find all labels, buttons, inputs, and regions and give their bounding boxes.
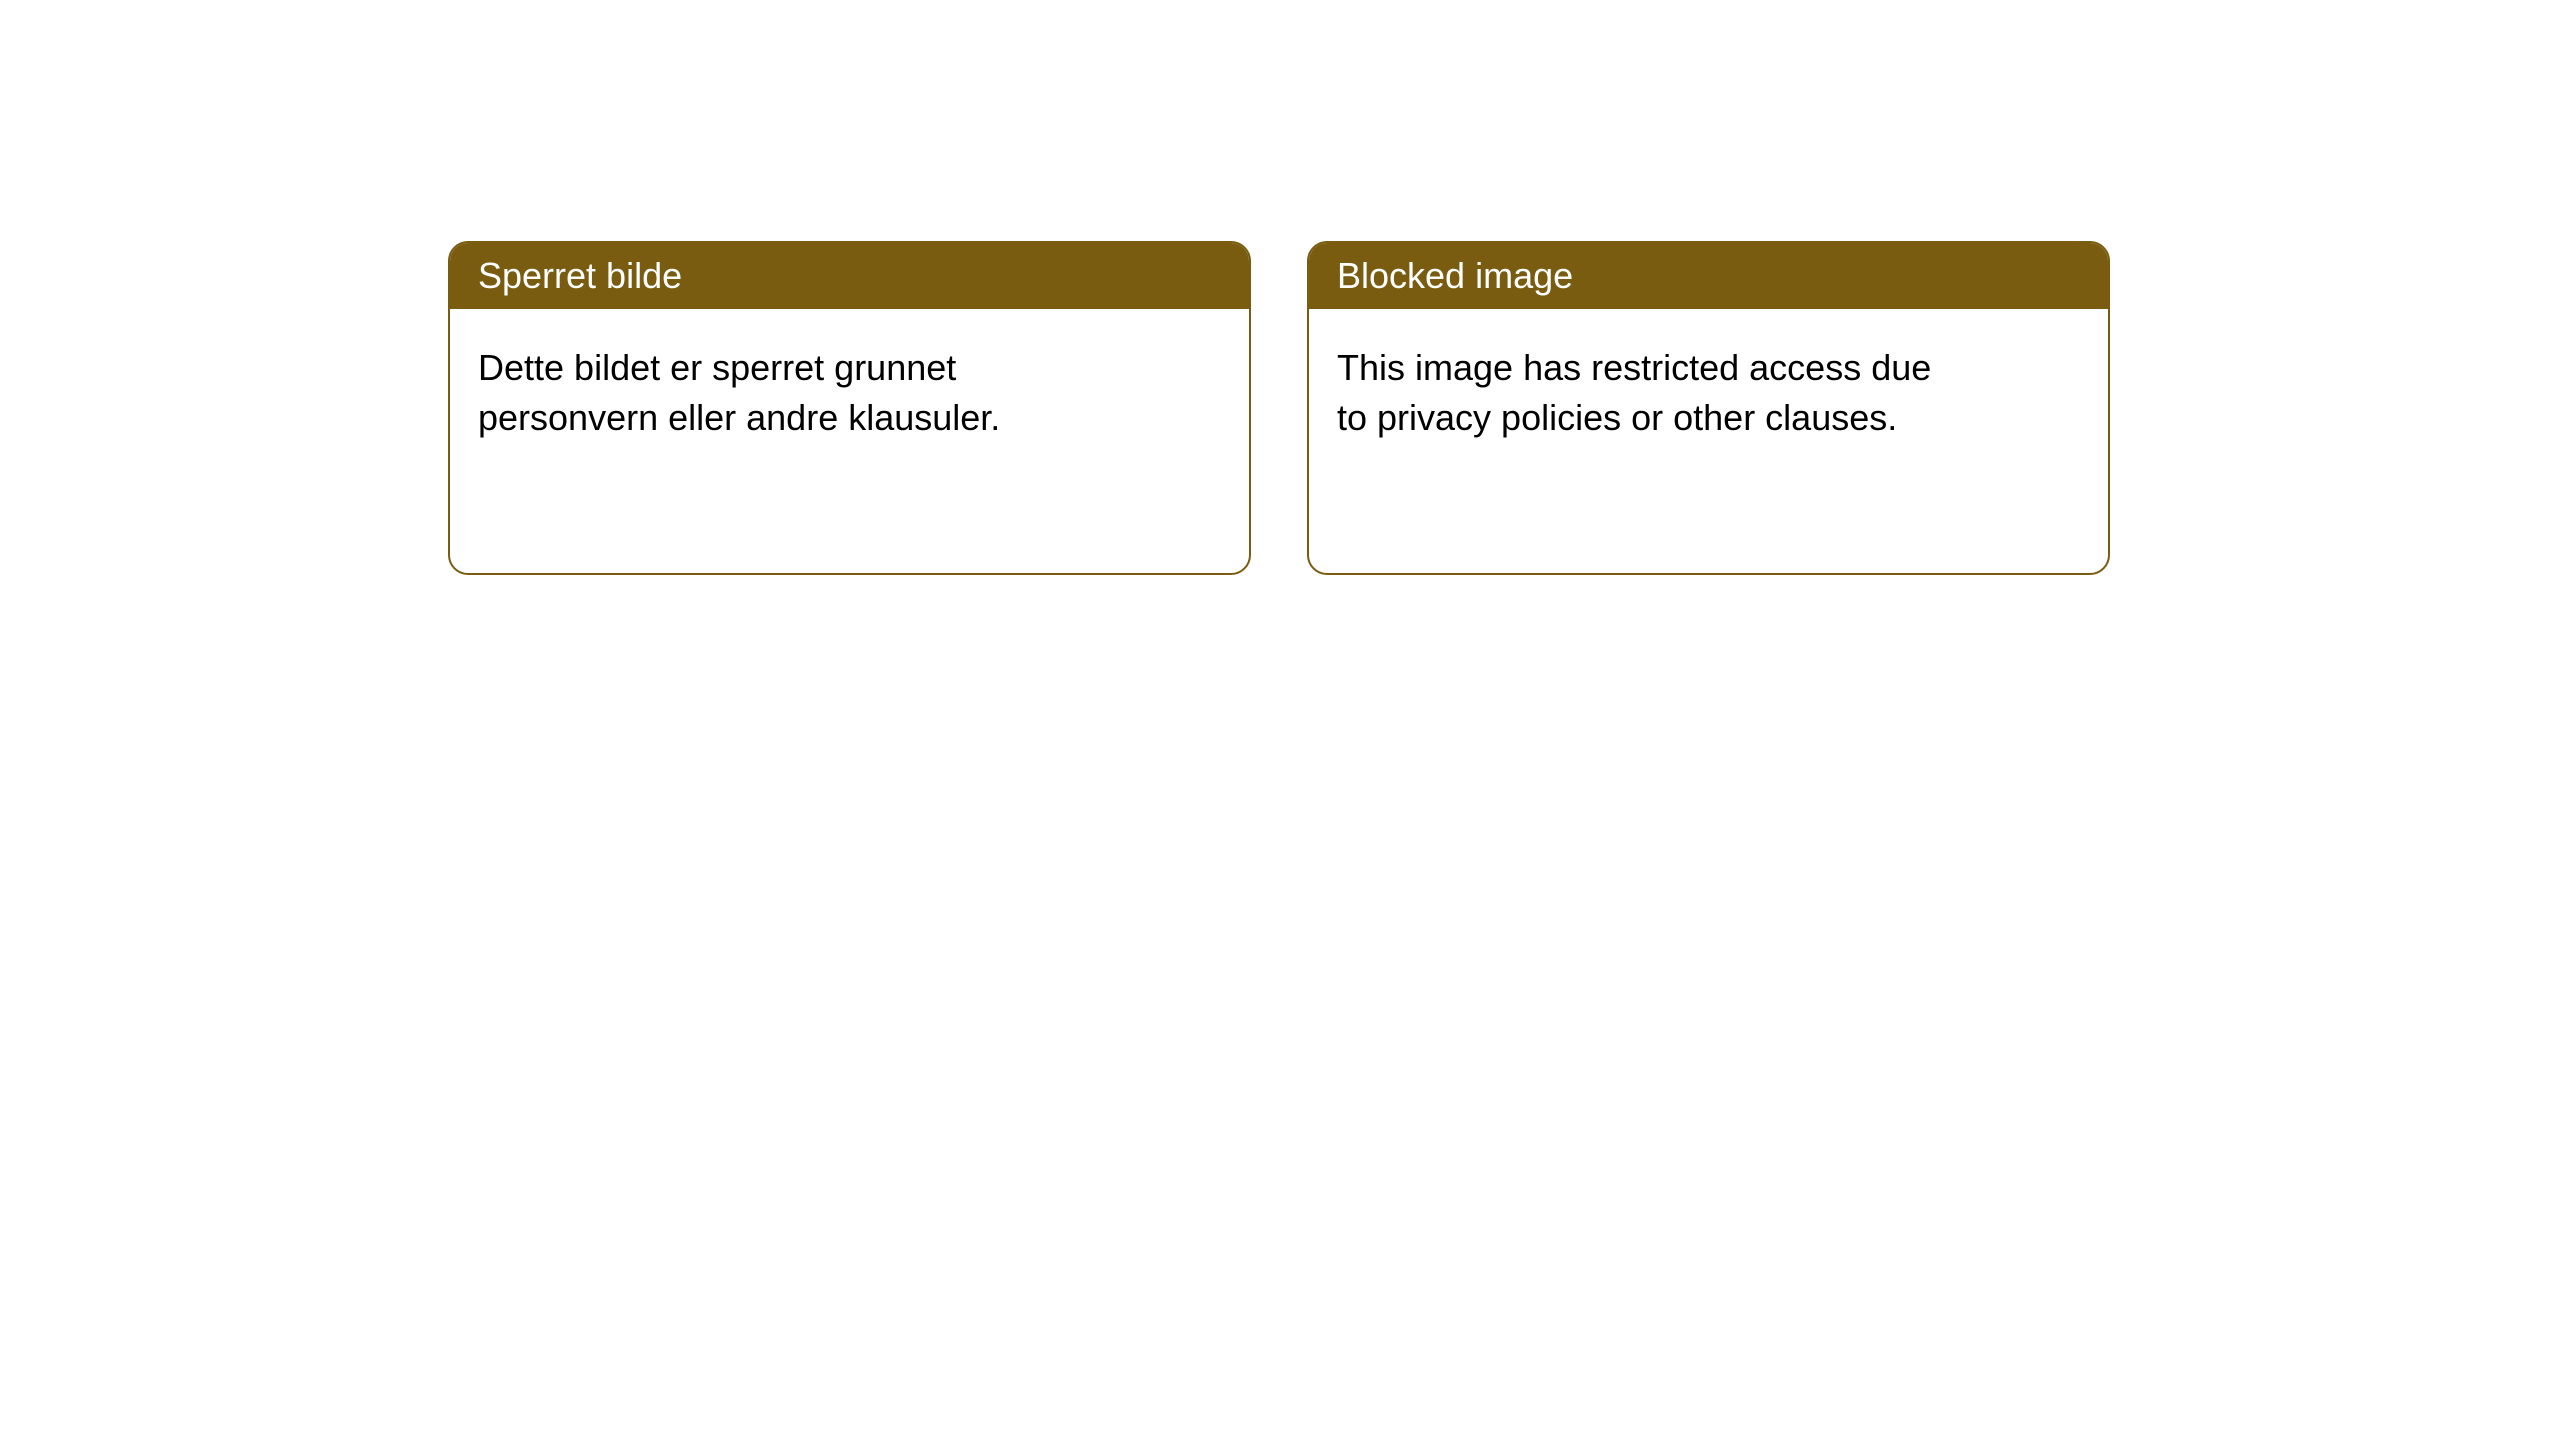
notice-card-en: Blocked image This image has restricted … bbox=[1307, 241, 2110, 575]
notice-card-no: Sperret bilde Dette bildet er sperret gr… bbox=[448, 241, 1251, 575]
card-body-en: This image has restricted access due to … bbox=[1309, 309, 1969, 478]
card-body-no: Dette bildet er sperret grunnet personve… bbox=[450, 309, 1110, 478]
notice-container: Sperret bilde Dette bildet er sperret gr… bbox=[448, 241, 2110, 575]
card-message-en: This image has restricted access due to … bbox=[1337, 347, 1931, 438]
card-header-no: Sperret bilde bbox=[450, 243, 1249, 309]
card-header-en: Blocked image bbox=[1309, 243, 2108, 309]
card-title-en: Blocked image bbox=[1337, 255, 1573, 296]
card-message-no: Dette bildet er sperret grunnet personve… bbox=[478, 347, 1000, 438]
card-title-no: Sperret bilde bbox=[478, 255, 682, 296]
